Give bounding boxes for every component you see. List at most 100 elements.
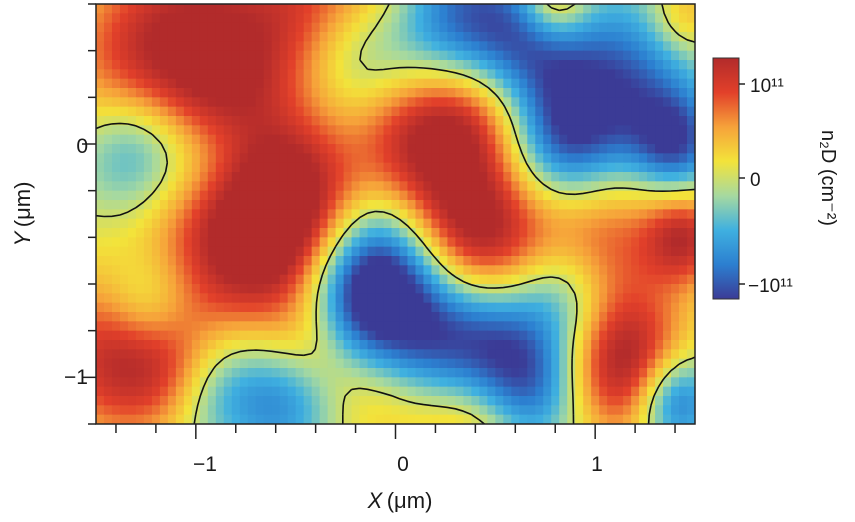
heatmap-cell — [479, 265, 488, 276]
heatmap-cell — [663, 340, 672, 350]
heatmap-cell — [311, 368, 321, 378]
heatmap-cell — [287, 368, 297, 378]
heatmap-cell — [687, 13, 695, 24]
heatmap-cell — [599, 88, 608, 98]
heatmap-cell — [151, 116, 161, 126]
heatmap-cell — [503, 209, 512, 220]
heatmap-cell — [623, 88, 632, 98]
heatmap-cell — [687, 69, 695, 80]
heatmap-cell — [423, 293, 433, 304]
heatmap-cell — [151, 218, 161, 229]
heatmap-cell — [207, 228, 217, 238]
heatmap-cell — [279, 144, 289, 154]
heatmap-cell — [303, 405, 313, 416]
heatmap-cell — [335, 41, 345, 52]
heatmap-cell — [303, 181, 313, 192]
heatmap-cell — [447, 78, 456, 89]
heatmap-cell — [647, 69, 656, 80]
heatmap-cell — [599, 237, 608, 248]
heatmap-cell — [175, 209, 185, 220]
heatmap-cell — [607, 218, 616, 229]
heatmap-cell — [367, 41, 377, 52]
heatmap-cell — [271, 302, 281, 313]
heatmap-cell — [263, 13, 273, 24]
heatmap-cell — [463, 97, 472, 108]
heatmap-cell — [527, 209, 536, 220]
heatmap-cell — [535, 181, 544, 192]
heatmap-cell — [119, 302, 129, 313]
heatmap-cell — [343, 368, 353, 378]
heatmap-cell — [447, 13, 456, 24]
heatmap-cell — [96, 4, 105, 14]
heatmap-cell — [527, 312, 536, 322]
heatmap-cell — [567, 97, 576, 108]
heatmap-cell — [439, 396, 449, 406]
heatmap-cell — [231, 97, 241, 108]
heatmap-cell — [551, 368, 560, 378]
heatmap-cell — [615, 32, 624, 42]
heatmap-cell — [199, 200, 209, 210]
zero-contour-line — [96, 4, 695, 424]
heatmap-cell — [191, 200, 201, 210]
heatmap-cell — [351, 22, 361, 33]
heatmap-cell — [543, 368, 552, 378]
heatmap-cell — [583, 340, 592, 350]
heatmap-cell — [519, 293, 528, 304]
heatmap-cell — [103, 32, 113, 42]
heatmap-cell — [319, 321, 329, 332]
heatmap-cell — [647, 312, 656, 322]
heatmap-cell — [639, 172, 648, 182]
heatmap-cell — [471, 396, 480, 406]
heatmap-cell — [287, 265, 297, 276]
heatmap-cell — [311, 144, 321, 154]
heatmap-cell — [239, 312, 249, 322]
heatmap-cell — [503, 153, 512, 164]
heatmap-cell — [319, 144, 329, 154]
heatmap-cell — [119, 22, 129, 33]
heatmap-cell — [623, 321, 632, 332]
heatmap-cell — [279, 312, 289, 322]
heatmap-cell — [639, 265, 648, 276]
heatmap-cell — [407, 162, 417, 173]
heatmap-cell — [167, 22, 177, 33]
heatmap-cell — [319, 358, 329, 369]
heatmap-cell — [207, 32, 217, 42]
heatmap-cell — [503, 200, 512, 210]
heatmap-cell — [543, 218, 552, 229]
heatmap-cell — [503, 302, 512, 313]
heatmap-cell — [591, 377, 600, 388]
heatmap-cell — [639, 386, 648, 397]
heatmap-cell — [407, 106, 417, 117]
x-tick-label-neg1: −1 — [193, 453, 217, 476]
heatmap-cell — [143, 340, 153, 350]
heatmap-cell — [319, 312, 329, 322]
heatmap-cell — [311, 181, 321, 192]
heatmap-cell — [127, 312, 137, 322]
heatmap-cell — [159, 116, 169, 126]
heatmap-cell — [383, 172, 393, 182]
heatmap-cell — [551, 405, 560, 416]
heatmap-cell — [175, 321, 185, 332]
heatmap-cell — [183, 200, 193, 210]
heatmap-cell — [135, 60, 145, 70]
heatmap-cell — [511, 50, 520, 61]
heatmap-cell — [471, 134, 480, 145]
heatmap-cell — [583, 134, 592, 145]
heatmap-cell — [615, 106, 624, 117]
heatmap-cell — [351, 209, 361, 220]
heatmap-cell — [103, 284, 113, 294]
heatmap-cell — [151, 134, 161, 145]
heatmap-cell — [471, 209, 480, 220]
heatmap-cell — [279, 125, 289, 136]
heatmap-cell — [567, 377, 576, 388]
heatmap-cell — [455, 237, 464, 248]
heatmap-cell — [247, 97, 257, 108]
heatmap-cell — [599, 414, 608, 424]
heatmap-cell — [487, 302, 496, 313]
heatmap-cell — [447, 144, 456, 154]
heatmap-cell — [687, 368, 695, 378]
heatmap-cell — [535, 396, 544, 406]
heatmap-cell — [415, 237, 425, 248]
heatmap-cell — [679, 200, 688, 210]
heatmap-cell — [463, 321, 472, 332]
